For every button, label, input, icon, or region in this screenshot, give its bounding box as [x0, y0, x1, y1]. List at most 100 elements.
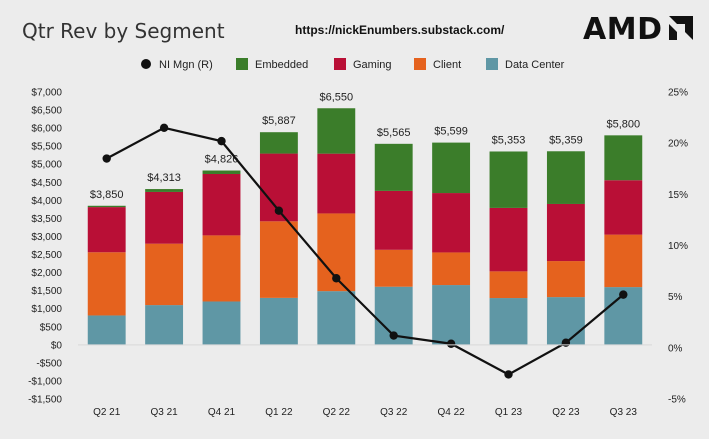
bar-embedded	[259, 132, 298, 154]
bar-client	[546, 261, 585, 298]
bar-embedded	[374, 143, 413, 191]
bar-gaming	[145, 191, 184, 244]
total-label: $4,826	[205, 154, 239, 166]
y2-tick-label: 5%	[668, 292, 683, 303]
legend-swatch-gaming	[334, 58, 346, 70]
total-label: $3,850	[90, 189, 124, 201]
x-tick-label: Q4 22	[437, 407, 465, 418]
y-tick-label: -$1,000	[28, 376, 62, 387]
y-tick-label: $4,000	[31, 196, 62, 207]
total-label: $6,550	[319, 91, 353, 103]
y-tick-label: $0	[51, 340, 63, 351]
y-tick-label: -$1,500	[28, 395, 62, 406]
y2-tick-label: 20%	[668, 139, 688, 150]
x-tick-label: Q3 21	[150, 407, 178, 418]
x-tick-label: Q2 21	[93, 407, 121, 418]
y2-tick-label: 25%	[668, 88, 688, 99]
y-tick-label: $1,500	[31, 286, 62, 297]
bar-client	[432, 252, 471, 286]
legend-label: NI Mgn (R)	[159, 59, 213, 71]
bar-embedded	[202, 170, 241, 174]
y2-tick-label: 10%	[668, 241, 688, 252]
x-tick-label: Q2 23	[552, 407, 580, 418]
bar-embedded	[87, 205, 126, 208]
bar-client	[489, 271, 528, 299]
y-tick-label: $6,500	[31, 106, 62, 117]
bar-data-center	[432, 285, 471, 345]
y-tick-label: $5,000	[31, 160, 62, 171]
bar-client	[202, 235, 241, 302]
amd-arrow-icon	[669, 16, 693, 40]
source-url: https://nickEnumbers.substack.com/	[295, 23, 505, 37]
total-label: $5,353	[492, 134, 526, 146]
bar-gaming	[202, 173, 241, 236]
y-tick-label: $500	[40, 322, 63, 333]
bar-gaming	[374, 190, 413, 250]
legend-swatch-embedded	[236, 58, 248, 70]
bar-embedded	[546, 151, 585, 204]
legend-swatch-data-center	[486, 58, 498, 70]
point-ni-margin	[504, 370, 513, 379]
y-tick-label: $3,500	[31, 214, 62, 225]
bar-client	[374, 249, 413, 287]
bar-data-center	[145, 305, 184, 345]
point-ni-margin	[217, 136, 226, 146]
bar-client	[604, 234, 643, 288]
bar-data-center	[489, 298, 528, 345]
legend-swatch-ni-margin	[141, 59, 151, 69]
bar-gaming	[317, 153, 356, 214]
y-tick-label: $7,000	[31, 88, 62, 99]
bar-data-center	[546, 297, 585, 345]
y-tick-label: $2,500	[31, 250, 62, 261]
x-tick-label: Q4 21	[208, 407, 236, 418]
y-tick-label: $5,500	[31, 142, 62, 153]
bar-data-center	[259, 297, 298, 345]
bar-client	[87, 252, 126, 316]
point-ni-margin	[561, 338, 571, 347]
total-label: $5,887	[262, 115, 296, 127]
y-tick-label: -$500	[36, 358, 62, 369]
bar-gaming	[87, 207, 126, 253]
amd-logo: AMD	[583, 12, 703, 48]
x-tick-label: Q1 23	[495, 407, 523, 418]
bar-embedded	[432, 142, 471, 194]
y-tick-label: $4,500	[31, 178, 62, 189]
line-ni-margin	[106, 126, 625, 376]
legend-label: Gaming	[353, 59, 392, 71]
bar-gaming	[432, 193, 471, 253]
bar-embedded	[145, 189, 184, 192]
point-ni-margin	[619, 290, 628, 299]
y2-tick-label: 0%	[668, 343, 683, 354]
x-tick-label: Q2 22	[323, 407, 351, 418]
total-label: $5,359	[549, 134, 583, 146]
bar-client	[145, 243, 184, 306]
y-tick-label: $3,000	[31, 232, 62, 243]
total-label: $5,565	[377, 127, 411, 139]
point-ni-margin	[102, 154, 111, 163]
y-tick-label: $1,000	[31, 304, 62, 315]
chart-title: Qtr Rev by Segment	[22, 19, 225, 43]
bar-data-center	[87, 315, 126, 345]
x-tick-label: Q1 22	[265, 407, 293, 418]
point-ni-margin	[389, 331, 398, 340]
y-tick-label: $6,000	[31, 124, 62, 135]
x-tick-label: Q3 22	[380, 407, 408, 418]
bar-gaming	[489, 207, 528, 272]
total-label: $5,800	[606, 118, 640, 130]
bar-embedded	[604, 135, 643, 181]
amd-logo-text: AMD	[583, 12, 663, 47]
legend-label: Client	[433, 59, 461, 71]
total-label: $4,313	[147, 172, 181, 184]
point-ni-margin	[446, 339, 456, 348]
legend-swatch-client	[414, 58, 426, 70]
bar-client	[259, 221, 298, 298]
x-tick-label: Q3 23	[610, 407, 638, 418]
y2-tick-label: -5%	[668, 395, 686, 406]
bar-embedded	[489, 151, 528, 208]
point-ni-margin	[159, 123, 169, 133]
bar-data-center	[317, 291, 356, 345]
legend-label: Embedded	[255, 59, 308, 71]
bar-gaming	[604, 180, 643, 235]
